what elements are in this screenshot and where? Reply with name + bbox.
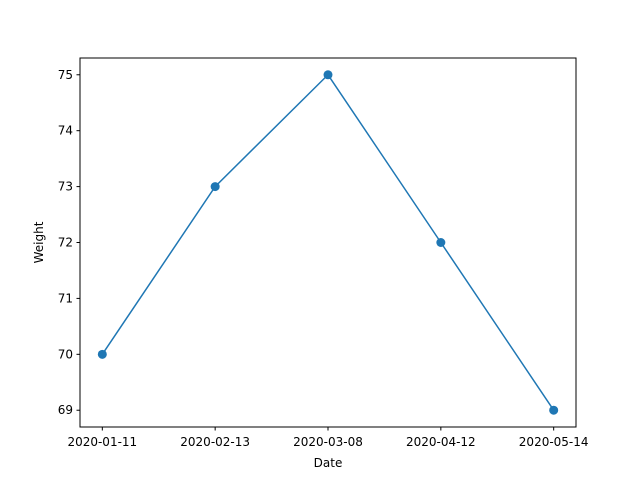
plot-frame (79, 57, 577, 428)
plot-background (80, 58, 576, 427)
tick-marks (76, 74, 555, 431)
y-tick-label: 71 (58, 291, 73, 305)
x-tick-label: 2020-02-13 (180, 435, 250, 449)
data-point (210, 182, 220, 192)
x-tick-label: 2020-05-14 (519, 435, 589, 449)
x-tick-labels: 2020-01-11 2020-02-13 2020-03-08 2020-04-12… (67, 435, 588, 449)
y-tick-label: 75 (58, 68, 73, 82)
y-tick-label: 69 (58, 403, 73, 417)
data-point (323, 70, 333, 80)
data-point (436, 238, 446, 247)
x-tick-label: 2020-01-11 (67, 435, 137, 449)
y-tick-label: 70 (58, 347, 73, 361)
y-tick-label: 72 (58, 236, 73, 250)
y-tick-label: 74 (58, 124, 73, 138)
x-tick-label: 2020-03-08 (293, 435, 363, 449)
x-axis-label: Date (314, 456, 343, 470)
y-axis-label: Weight (32, 221, 46, 263)
y-tick-labels: 69 70 71 72 73 74 75 (58, 68, 73, 417)
data-points (97, 70, 559, 415)
data-point (97, 349, 107, 359)
y-tick-label: 73 (58, 180, 73, 194)
x-tick-label: 2020-04-12 (406, 435, 476, 449)
data-point (549, 405, 559, 415)
